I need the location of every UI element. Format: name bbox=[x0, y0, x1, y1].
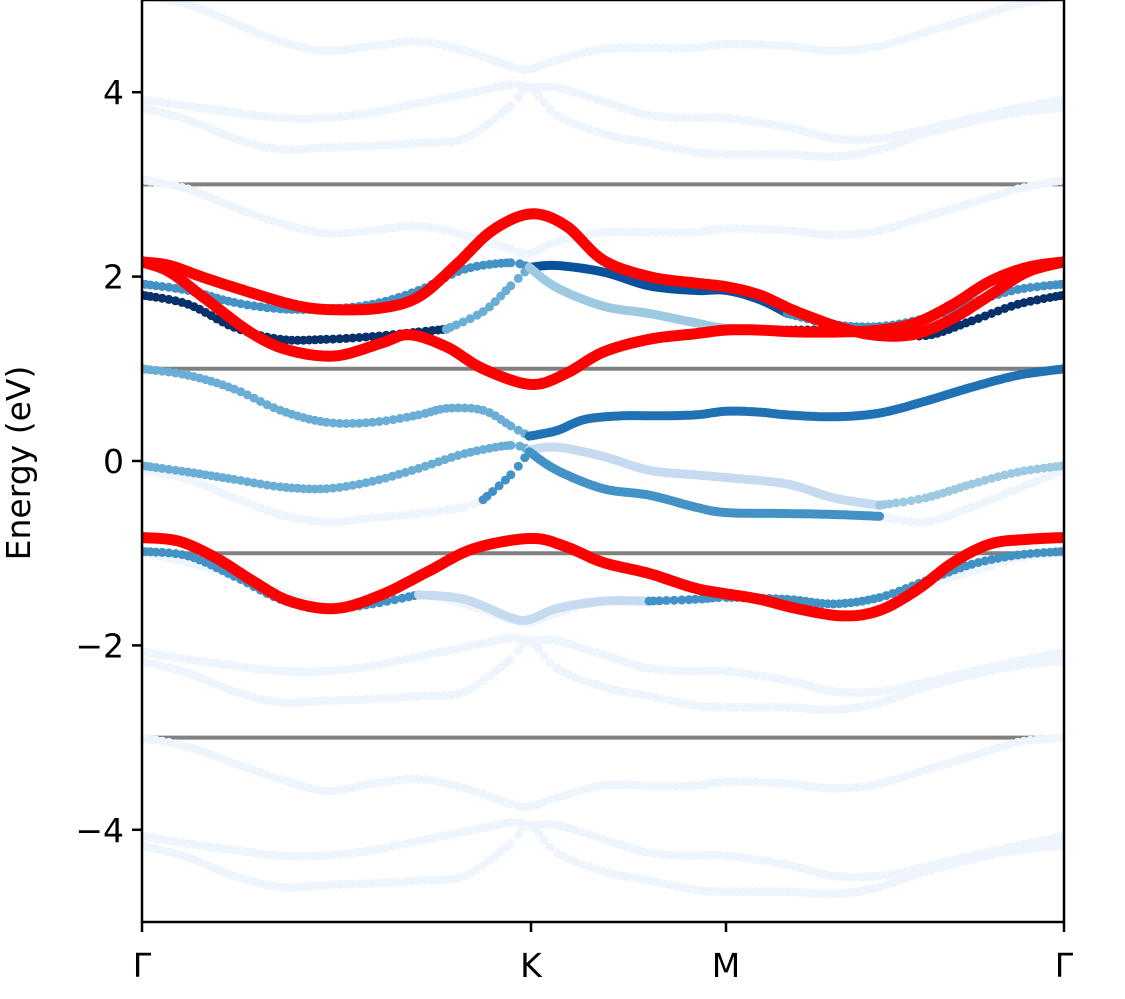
band-series bbox=[142, 0, 1064, 899]
band-blue-neg-band-c bbox=[524, 447, 885, 521]
x-tick-label: Γ bbox=[1055, 946, 1074, 985]
band-red-cb-2 bbox=[142, 256, 1064, 390]
x-tick-label: Γ bbox=[133, 946, 152, 985]
band-faint-upper-3 bbox=[142, 83, 1064, 162]
x-tick-label: M bbox=[712, 946, 740, 985]
band-blue-vb-b bbox=[414, 590, 654, 625]
band-faint-lower-3 bbox=[142, 636, 1064, 715]
y-tick-label: −4 bbox=[75, 811, 124, 850]
band-faint-upper-2 bbox=[142, 80, 1064, 145]
band-blue-mid-upper bbox=[142, 364, 534, 441]
y-tick-label: 0 bbox=[103, 442, 124, 481]
band-red-vb bbox=[142, 532, 1064, 622]
band-red-cb-1 bbox=[142, 208, 1064, 342]
band-faint-lower-6 bbox=[142, 820, 1064, 899]
y-axis-label: Energy (eV) bbox=[0, 366, 38, 561]
band-blue-neg-band-d bbox=[875, 465, 1064, 527]
band-faint-lower-4 bbox=[142, 733, 1064, 812]
band-blue-mid-upper-b bbox=[524, 364, 1064, 441]
band-blue-zero-band-c bbox=[875, 461, 1064, 510]
x-tick-label: K bbox=[520, 946, 543, 985]
y-tick-label: −2 bbox=[75, 626, 124, 665]
plot-area bbox=[142, 0, 1064, 899]
y-axis-ticks: −4 −2 0 2 4 bbox=[75, 73, 142, 850]
band-faint-upper-1 bbox=[143, 0, 1063, 75]
band-faint-upper-4 bbox=[142, 175, 1064, 259]
band-blue-zero-band bbox=[142, 440, 534, 494]
y-tick-label: 4 bbox=[103, 73, 124, 112]
reference-lines bbox=[142, 182, 1064, 740]
band-blue-zero-band-b bbox=[524, 442, 885, 510]
y-tick-label: 2 bbox=[103, 258, 124, 297]
